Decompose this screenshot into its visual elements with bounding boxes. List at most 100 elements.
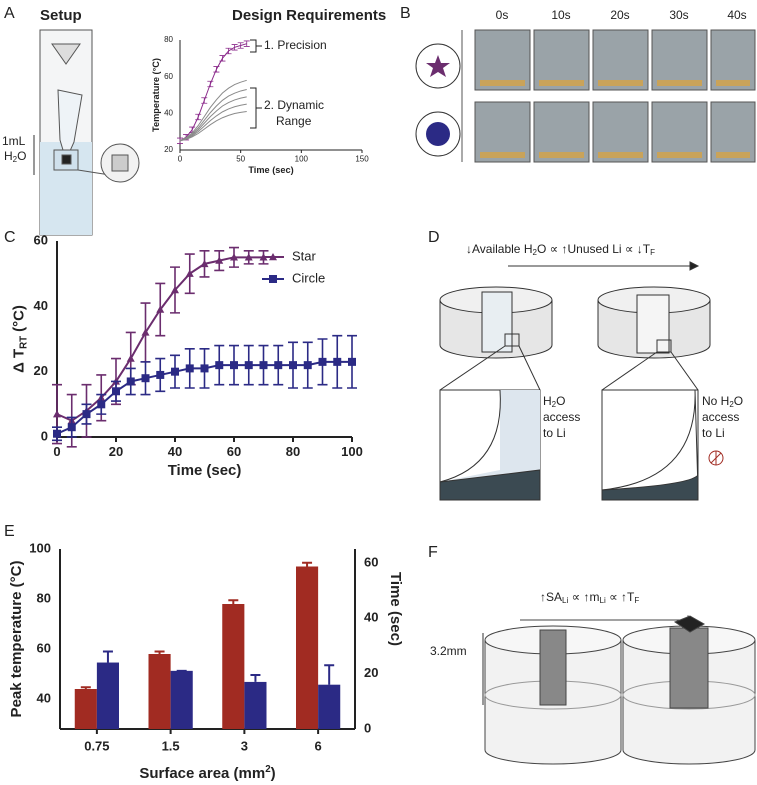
bar [222,604,245,729]
x-tick-label: 100 [295,155,309,164]
text-part: Li [600,596,606,605]
panel-label: C [4,229,16,246]
y-tick-label: 40 [37,690,51,705]
relation: ↓Available H2O ∝ ↑Unused Li ∝ ↓TF [466,242,655,257]
series-line [56,256,264,422]
panel-label: E [4,523,15,540]
y-tick-label: 60 [364,554,378,569]
text-part: O [17,149,26,163]
error-bar [80,686,91,689]
note: access [702,410,739,424]
y-tick-label: 40 [34,298,48,313]
text-part: Surface area (mm [139,765,265,782]
error-bar [324,664,335,685]
error-bar [302,561,313,567]
error-bar [154,650,165,654]
marker [97,400,106,409]
text-part: 2 [13,155,18,164]
note: access [543,410,580,424]
error-bar [228,599,239,604]
panel-label: D [428,229,440,246]
bracket [250,39,262,129]
height-label: 3.2mm [430,644,467,658]
marker [141,328,150,336]
panel-label: F [428,544,438,561]
marker [200,259,209,268]
error-bar [250,674,261,682]
y-tick-label: 20 [164,145,173,154]
marker [67,423,76,432]
error-bar [207,80,214,88]
note: to Li [543,426,566,440]
diagram-d [439,261,724,501]
text-part: Δ T [10,349,27,373]
text-part: O [556,394,565,408]
panel-label: A [4,5,15,22]
text-part: 2 [265,764,271,775]
chart-title: Design Requirements [232,7,386,24]
diagram-f [482,615,756,765]
marker [303,361,312,370]
annotation: 1. Precision [264,38,327,52]
x-tick-label: 100 [341,444,363,459]
axis-label: Time (sec) [248,165,293,175]
marker [185,269,194,277]
error-bar [213,66,220,73]
bar [296,566,319,729]
marker [318,357,327,366]
text-part: H [4,149,13,163]
text-part: No H [702,394,729,408]
error-bar [231,44,238,51]
text-part: F [650,248,655,257]
x-tick-label: 0 [53,444,60,459]
text-part: 2 [552,400,557,409]
text-part: O [734,394,743,408]
x-tick-label: 150 [355,155,369,164]
y-tick-label: 80 [37,590,51,605]
x-tick-label: 0.75 [84,738,109,753]
error-bar [195,113,202,121]
marker [230,361,238,370]
time-label: 10s [551,8,570,22]
bar [74,689,97,729]
setup-drawing [33,29,140,236]
marker [82,410,91,419]
y-tick-label: 20 [364,665,378,680]
text-part: ∝ ↑T [606,590,635,604]
marker [185,364,194,373]
x-tick-label: 0 [178,155,183,164]
marker [230,253,238,261]
relation: ↑SALi ∝ ↑mLi ∝ ↑TF [540,590,639,605]
marker [53,429,61,438]
y-tick-label: 0 [41,428,48,443]
axis-label: Δ TRT (°C) [10,305,29,373]
x-tick-label: 20 [109,444,123,459]
series-line [179,89,247,142]
x-tick-label: 40 [168,444,182,459]
series-line [179,103,247,142]
marker [244,253,253,261]
note: to Li [702,426,725,440]
marker [126,354,135,362]
error-bar [243,40,250,47]
axis-label: Time (sec) [387,572,404,646]
series-line [179,43,247,142]
text-part: ↑SA [540,590,562,604]
bar [96,662,119,729]
note: H2O [543,394,565,409]
text-part: 2 [532,248,537,257]
marker [171,367,179,376]
marker [126,377,135,386]
error-bar [102,650,113,663]
legend-label: Circle [292,270,325,285]
text-part: ↓Available H [466,242,532,256]
marker [200,364,209,373]
x-tick-label: 1.5 [162,738,180,753]
text-part: RT [18,336,29,349]
volume-label: 1mL [2,134,26,148]
error-bar [219,55,226,62]
marker [259,361,268,370]
text-part: H [543,394,552,408]
y-tick-label: 80 [164,35,173,44]
